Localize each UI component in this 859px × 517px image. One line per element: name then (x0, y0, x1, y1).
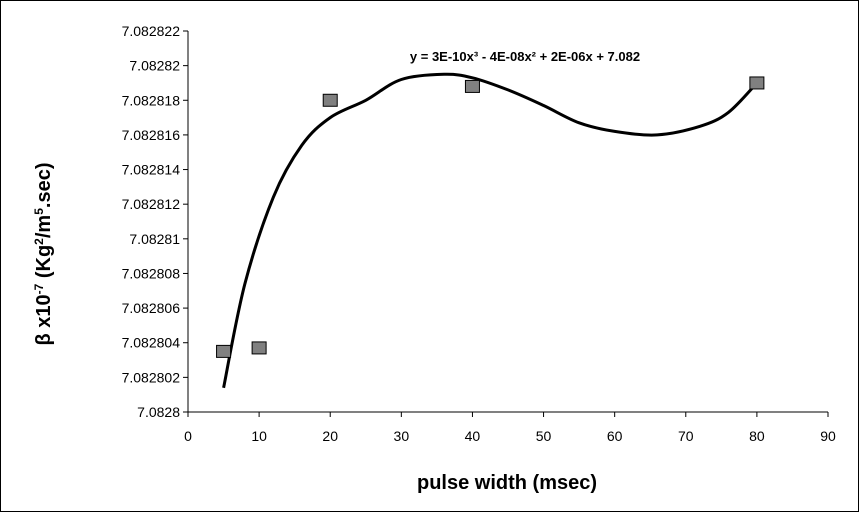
x-tick-label: 40 (465, 428, 481, 444)
x-tick-label: 20 (322, 428, 338, 444)
y-axis-title: β x10-7 (Kg2/m5.sec) (32, 162, 55, 345)
y-axis-title-exp3: 5 (32, 208, 46, 215)
y-tick-label: 7.082818 (122, 92, 181, 108)
x-tick-label: 30 (394, 428, 410, 444)
y-tick-label: 7.0828 (137, 404, 180, 420)
x-tick-label: 50 (536, 428, 552, 444)
y-axis-title-exp2: 2 (32, 238, 46, 245)
x-tick-label: 70 (678, 428, 694, 444)
y-tick-label: 7.08281 (129, 231, 180, 247)
data-point-marker (322, 93, 338, 107)
trendline-equation: y = 3E-10x³ - 4E-08x² + 2E-06x + 7.082 (410, 49, 640, 64)
x-tick-label: 10 (251, 428, 267, 444)
y-tick-label: 7.082812 (122, 196, 181, 212)
y-tick-label: 7.082808 (122, 265, 181, 281)
y-axis-title-exp1: -7 (32, 283, 46, 294)
y-axis-title-group: β x10-7 (Kg2/m5.sec) (32, 162, 55, 345)
x-tick-label: 60 (607, 428, 623, 444)
y-axis-title-mid: (Kg (33, 245, 55, 284)
trendline-curve (222, 72, 758, 389)
data-point-marker (749, 76, 765, 90)
y-axis-title-prefix: β x10 (33, 294, 55, 345)
data-point-marker (464, 79, 480, 93)
y-axis-title-suffix: .sec) (33, 162, 55, 208)
data-point-marker (216, 344, 232, 358)
x-axis-title: pulse width (msec) (417, 472, 597, 494)
y-tick-label: 7.082804 (122, 335, 181, 351)
y-tick-label: 7.082822 (122, 23, 181, 39)
y-axis-title-mid2: /m (33, 215, 55, 238)
x-tick-label: 0 (184, 428, 192, 444)
y-tick-label: 7.082814 (122, 162, 181, 178)
x-tick-label: 80 (749, 428, 765, 444)
data-point-marker (251, 341, 267, 355)
y-tick-label: 7.082816 (122, 127, 181, 143)
x-tick-label: 90 (820, 428, 836, 444)
y-tick-label: 7.082806 (122, 300, 181, 316)
y-tick-label: 7.082802 (122, 369, 181, 385)
y-tick-label: 7.08282 (129, 58, 180, 74)
